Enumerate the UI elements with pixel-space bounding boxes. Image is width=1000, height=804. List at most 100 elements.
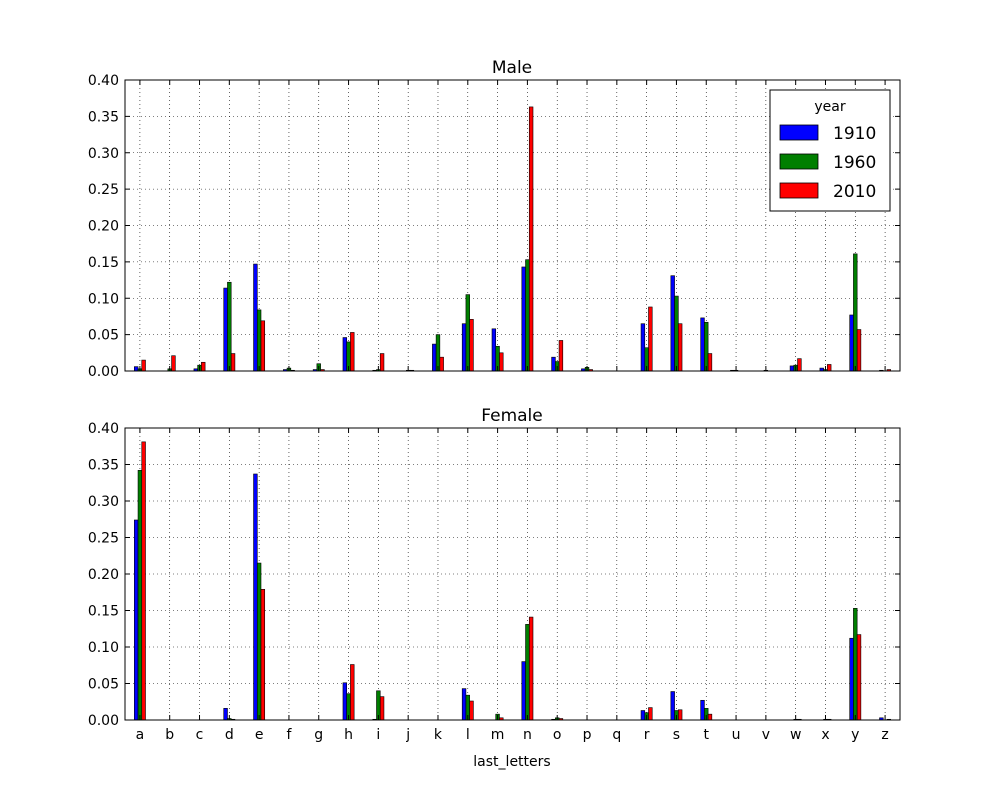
bar-1910-l bbox=[461, 323, 467, 372]
x-tick-label: s bbox=[673, 727, 680, 743]
bar-1910-n bbox=[521, 266, 526, 372]
y-tick-label: 0.05 bbox=[88, 677, 119, 693]
bar-1910-k bbox=[432, 343, 437, 372]
bar-1910-l bbox=[461, 688, 467, 721]
bar-1960-s bbox=[674, 295, 679, 372]
bar-2010-m bbox=[499, 352, 504, 372]
legend-title: year bbox=[814, 99, 845, 115]
bar-1960-d bbox=[227, 281, 232, 372]
x-tick-label: o bbox=[553, 727, 562, 743]
y-tick-label: 0.35 bbox=[88, 458, 119, 474]
bar-1910-y bbox=[849, 314, 854, 372]
panel-title: Male bbox=[492, 58, 532, 78]
legend-swatch-1960 bbox=[779, 153, 819, 170]
y-tick-label: 0.30 bbox=[88, 146, 119, 162]
bar-1910-d bbox=[223, 708, 228, 721]
bar-2010-t bbox=[707, 713, 713, 721]
bar-1910-h bbox=[342, 337, 347, 372]
y-tick-label: 0.25 bbox=[88, 531, 119, 547]
x-tick-label: l bbox=[466, 727, 470, 743]
x-tick-label: t bbox=[704, 727, 710, 743]
y-tick-label: 0.05 bbox=[88, 328, 119, 344]
bar-2010-l bbox=[469, 700, 474, 721]
x-tick-label: r bbox=[644, 727, 650, 743]
x-tick-label: i bbox=[376, 727, 380, 743]
y-tick-label: 0.20 bbox=[88, 567, 119, 583]
bar-2010-o bbox=[558, 340, 564, 372]
bar-1910-s bbox=[670, 691, 675, 721]
bar-1960-l bbox=[465, 294, 470, 372]
legend-label-2010: 2010 bbox=[833, 182, 876, 202]
y-tick-label: 0.25 bbox=[88, 182, 119, 198]
x-tick-label: g bbox=[314, 727, 323, 743]
x-tick-label: q bbox=[612, 727, 621, 743]
y-tick-label: 0.40 bbox=[88, 421, 119, 437]
bar-1910-e bbox=[253, 473, 258, 721]
x-tick-label: a bbox=[136, 727, 145, 743]
x-tick-label: p bbox=[583, 727, 592, 743]
legend-label-1960: 1960 bbox=[833, 153, 876, 173]
x-tick-label: v bbox=[762, 727, 770, 743]
bar-1910-m bbox=[491, 328, 497, 372]
bar-2010-l bbox=[469, 319, 474, 372]
x-tick-label: d bbox=[225, 727, 234, 743]
legend-swatch-1910 bbox=[779, 124, 819, 141]
bar-1910-r bbox=[640, 323, 646, 372]
x-tick-label: u bbox=[732, 727, 741, 743]
bar-1960-e bbox=[256, 309, 262, 372]
bar-2010-h bbox=[350, 332, 355, 372]
bar-1910-h bbox=[342, 682, 347, 721]
bar-2010-t bbox=[707, 353, 713, 372]
bar-2010-r bbox=[648, 306, 653, 372]
bar-2010-n bbox=[528, 616, 534, 721]
bar-1910-s bbox=[670, 275, 675, 372]
bar-2010-e bbox=[260, 320, 266, 372]
x-tick-label: b bbox=[165, 727, 174, 743]
legend-swatch-2010 bbox=[779, 182, 819, 199]
bar-2010-i bbox=[379, 696, 385, 721]
y-tick-label: 0.40 bbox=[88, 73, 119, 89]
x-tick-label: z bbox=[881, 727, 888, 743]
bar-1910-t bbox=[700, 699, 705, 721]
x-tick-label: m bbox=[491, 727, 505, 743]
y-tick-label: 0.20 bbox=[88, 219, 119, 235]
bar-1960-t bbox=[704, 321, 709, 372]
bar-1960-y bbox=[853, 608, 858, 721]
bar-1910-a bbox=[134, 366, 139, 372]
bar-1960-n bbox=[525, 259, 530, 372]
bar-2010-n bbox=[528, 106, 534, 372]
bar-1910-d bbox=[223, 287, 228, 372]
y-tick-label: 0.10 bbox=[88, 640, 119, 656]
bar-1910-a bbox=[134, 519, 139, 721]
x-tick-label: k bbox=[434, 727, 443, 743]
bar-2010-b bbox=[171, 355, 176, 372]
panel-title: Female bbox=[481, 406, 542, 426]
legend: year 1910 1960 2010 bbox=[769, 89, 891, 212]
bar-1910-y bbox=[849, 637, 854, 721]
bar-1960-n bbox=[525, 624, 530, 721]
bar-2010-s bbox=[678, 323, 683, 372]
bar-2010-w bbox=[797, 358, 802, 372]
bar-2010-a bbox=[141, 359, 146, 372]
bar-1960-k bbox=[435, 334, 441, 372]
y-tick-label: 0.15 bbox=[88, 604, 119, 620]
y-tick-label: 0.00 bbox=[88, 364, 119, 380]
bar-2010-k bbox=[439, 356, 444, 372]
x-tick-label: h bbox=[344, 727, 353, 743]
y-tick-label: 0.35 bbox=[88, 109, 119, 125]
bar-1960-e bbox=[256, 562, 262, 721]
bar-2010-c bbox=[201, 361, 206, 372]
x-tick-label: j bbox=[405, 727, 410, 743]
x-axis-label: last_letters bbox=[473, 754, 550, 770]
bar-1910-n bbox=[521, 661, 526, 721]
bar-2010-a bbox=[141, 441, 146, 721]
x-tick-label: e bbox=[255, 727, 264, 743]
bar-2010-i bbox=[379, 353, 385, 372]
x-tick-label: n bbox=[523, 727, 532, 743]
legend-label-1910: 1910 bbox=[833, 124, 876, 144]
bar-1910-w bbox=[789, 365, 795, 372]
bar-1910-r bbox=[640, 710, 646, 721]
bar-1960-y bbox=[853, 253, 858, 372]
